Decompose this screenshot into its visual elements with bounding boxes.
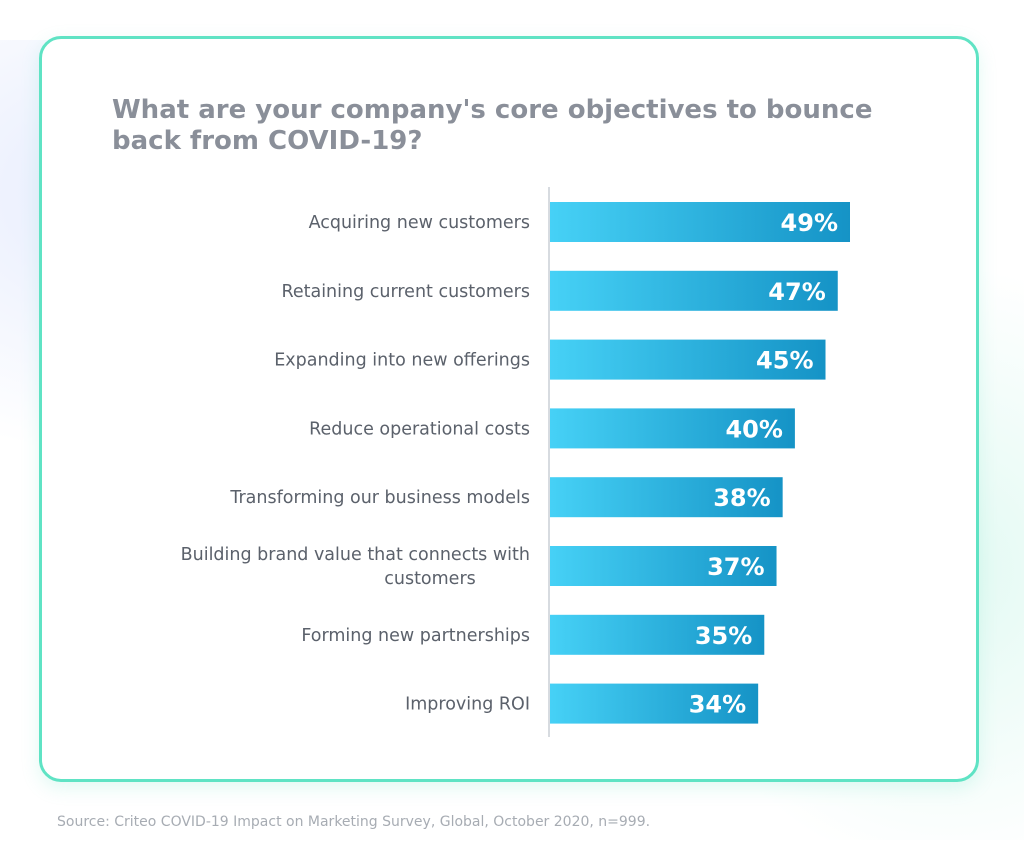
bar-row: Improving ROI 34% — [405, 683, 759, 724]
category-label: Acquiring new customers — [309, 213, 530, 233]
category-label-line: Forming new partnerships — [301, 626, 530, 646]
bar-value-label: 34% — [689, 691, 746, 719]
category-label-line: Building brand value that connects with — [181, 545, 530, 565]
category-label-line: Acquiring new customers — [309, 213, 530, 233]
bar-value-label: 49% — [781, 209, 838, 237]
category-label-line: Improving ROI — [405, 695, 530, 715]
bar-row: Expanding into new offerings 45% — [274, 339, 826, 380]
bar-row: Forming new partnerships 35% — [301, 614, 765, 655]
bar-chart: Acquiring new customers 49% Retaining curr… — [181, 187, 850, 737]
bar-row: Acquiring new customers 49% — [309, 202, 850, 242]
bar — [550, 270, 838, 311]
category-label-line: Transforming our business models — [229, 488, 530, 508]
bar-row: Transforming our business models 38% — [229, 477, 783, 518]
category-label: Forming new partnerships — [301, 626, 530, 646]
category-label: Expanding into new offerings — [274, 351, 530, 371]
bar-value-label: 47% — [768, 278, 825, 306]
bar — [550, 202, 850, 242]
category-label-line: customers — [384, 569, 476, 589]
category-label-line: Reduce operational costs — [309, 419, 530, 439]
category-label: Improving ROI — [405, 695, 530, 715]
bar-value-label: 38% — [713, 484, 770, 512]
bars-group: Acquiring new customers 49% Retaining curr… — [181, 202, 850, 724]
bar-value-label: 40% — [725, 415, 782, 443]
bar — [550, 546, 777, 586]
bar-row: Retaining current customers 47% — [281, 270, 838, 311]
category-label: Reduce operational costs — [309, 419, 530, 439]
category-label-line: Retaining current customers — [281, 282, 530, 302]
bar — [550, 408, 795, 449]
category-label-line: Expanding into new offerings — [274, 351, 530, 371]
chart-title: What are your company's core objectives … — [112, 95, 873, 156]
bar-value-label: 45% — [756, 347, 813, 375]
category-label: Building brand value that connects with c… — [181, 545, 530, 589]
bar-row: Reduce operational costs 40% — [309, 408, 795, 449]
bar-value-label: 35% — [695, 622, 752, 650]
category-label: Transforming our business models — [229, 488, 530, 508]
chart-card: What are your company's core objectives … — [39, 36, 979, 782]
bar — [550, 339, 826, 380]
source-note: Source: Criteo COVID-19 Impact on Market… — [57, 814, 651, 830]
bar — [550, 477, 783, 518]
category-label: Retaining current customers — [281, 282, 530, 302]
bar — [550, 614, 765, 655]
bar-row: Building brand value that connects with c… — [181, 545, 777, 589]
bar — [550, 683, 759, 724]
bar-value-label: 37% — [707, 553, 764, 581]
